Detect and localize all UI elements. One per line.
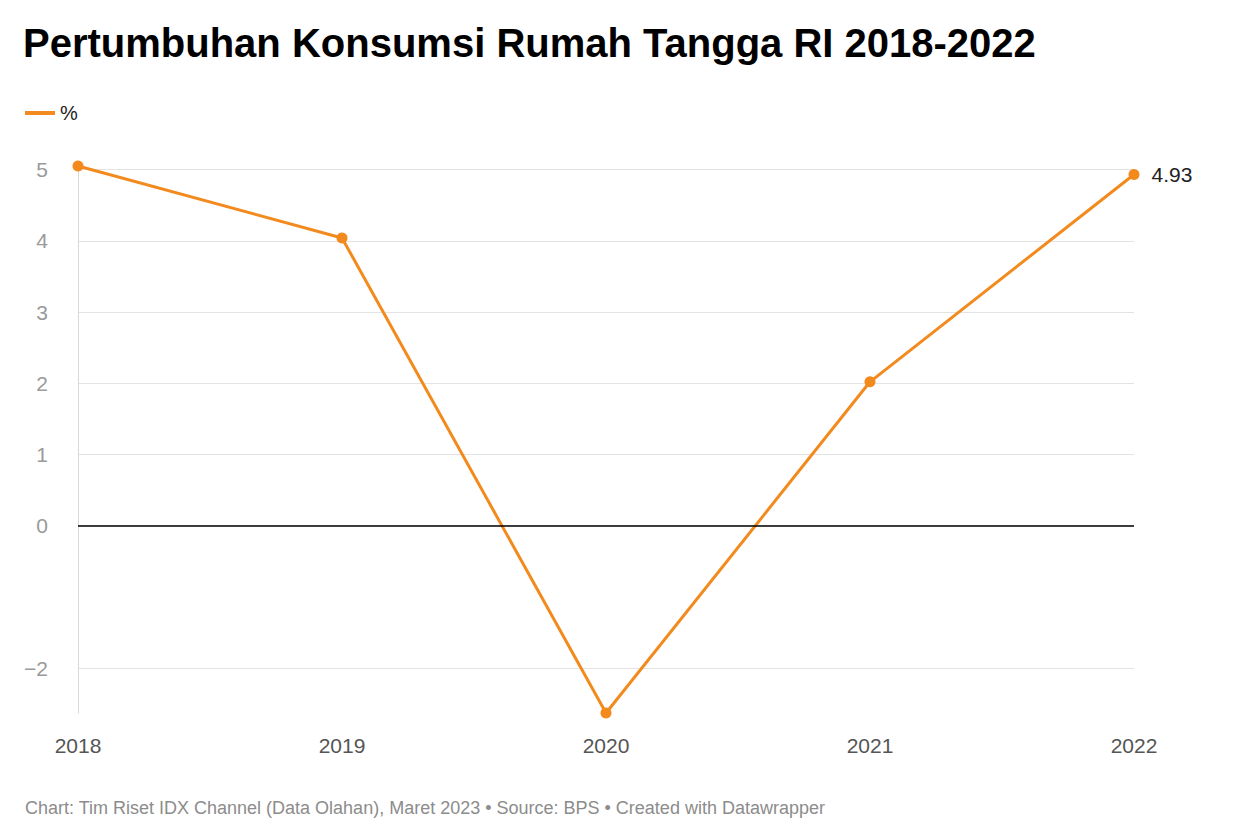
svg-text:3: 3: [36, 301, 48, 324]
svg-text:2022: 2022: [1111, 734, 1158, 757]
svg-text:2019: 2019: [319, 734, 366, 757]
svg-text:4.93: 4.93: [1152, 163, 1193, 186]
svg-text:Chart: Tim Riset IDX Channel (: Chart: Tim Riset IDX Channel (Data Olaha…: [25, 798, 825, 818]
svg-text:2018: 2018: [55, 734, 102, 757]
svg-text:2020: 2020: [583, 734, 630, 757]
svg-text:0: 0: [36, 514, 48, 537]
svg-text:1: 1: [36, 443, 48, 466]
svg-text:2: 2: [36, 372, 48, 395]
svg-text:2021: 2021: [847, 734, 894, 757]
svg-text:5: 5: [36, 158, 48, 181]
svg-text:4: 4: [36, 229, 48, 252]
svg-text:Pertumbuhan Konsumsi Rumah Tan: Pertumbuhan Konsumsi Rumah Tangga RI 201…: [23, 21, 1036, 65]
svg-text:−2: −2: [24, 657, 48, 680]
svg-text:%: %: [60, 102, 78, 124]
